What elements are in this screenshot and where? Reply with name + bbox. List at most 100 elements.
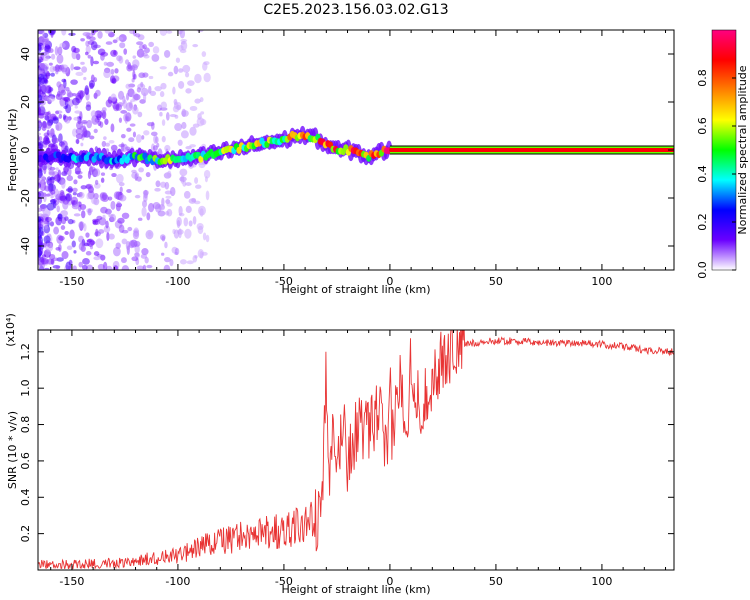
spectrogram-noise-speck xyxy=(73,47,80,54)
spectrogram-noise-speck xyxy=(185,88,192,94)
spectrogram-noise-speck xyxy=(52,117,59,124)
spectrogram-noise-speck xyxy=(183,190,191,199)
spectrogram-noise-speck xyxy=(175,57,181,63)
spectrogram-noise-speck xyxy=(186,260,194,265)
snr-xtick-label: 50 xyxy=(489,575,503,588)
spectrogram-noise-speck xyxy=(64,230,69,235)
spectrogram-noise-speck xyxy=(116,201,121,207)
spectrogram-noise-speck xyxy=(166,30,173,34)
spectrogram-noise-speck xyxy=(78,261,84,268)
spectrogram-noise-speck xyxy=(80,61,85,65)
spectrogram-noise-speck xyxy=(133,73,137,80)
spectrogram-noise-speck xyxy=(55,265,60,270)
spectrogram-noise-speck xyxy=(185,182,192,186)
spectrogram-noise-speck xyxy=(71,97,80,106)
spectrogram-noise-speck xyxy=(60,225,66,230)
spectrogram-noise-speck xyxy=(93,168,101,177)
spectrogram-xtick-label: -100 xyxy=(165,275,190,288)
spectrogram-noise-speck xyxy=(47,96,56,102)
spectrogram-noise-speck xyxy=(80,38,85,42)
spectrogram-noise-speck xyxy=(115,36,124,41)
colorbar-label: Normalized spectral amplitude xyxy=(736,65,749,234)
spectrogram-noise-speck xyxy=(133,93,141,101)
spectrogram-noise-speck xyxy=(67,218,74,225)
spectrogram-noise-speck xyxy=(54,46,59,56)
spectrogram-noise-speck xyxy=(164,241,168,249)
spectrogram-noise-speck xyxy=(62,96,70,101)
spectrogram-noise-speck xyxy=(138,167,144,173)
spectrogram-noise-speck xyxy=(173,229,180,239)
spectrogram-xtick-label: 50 xyxy=(489,275,503,288)
spectrogram-noise-speck xyxy=(101,140,107,148)
spectrogram-noise-speck xyxy=(72,187,78,193)
spectrogram-noise-speck xyxy=(51,137,59,144)
spectrogram-noise-speck xyxy=(205,190,210,201)
spectrogram-noise-speck xyxy=(48,62,53,66)
spectrogram-noise-speck xyxy=(108,214,114,218)
spectrogram-noise-speck xyxy=(43,267,50,270)
spectrogram-noise-speck xyxy=(110,123,115,133)
spectrogram-noise-speck xyxy=(136,41,144,46)
spectrogram-noise-speck xyxy=(117,217,125,224)
spectrogram-noise-speck xyxy=(89,36,96,42)
spectrogram-noise-speck xyxy=(132,131,137,138)
spectrogram-noise-speck xyxy=(85,232,90,238)
spectrogram-noise-speck xyxy=(102,110,107,120)
spectrogram-noise-speck xyxy=(159,91,165,98)
spectrogram-noise-speck xyxy=(44,115,50,121)
spectrogram-noise-speck xyxy=(174,114,179,119)
spectrogram-noise-speck xyxy=(125,59,130,65)
spectrogram-ytick-label: 0 xyxy=(19,147,32,154)
spectrogram-noise-speck xyxy=(118,143,125,148)
spectrogram-noise-speck xyxy=(178,81,185,89)
spectrogram-noise-speck xyxy=(38,58,42,64)
spectrogram-noise-speck xyxy=(38,140,44,151)
spectrogram-noise-speck xyxy=(53,188,60,199)
spectrogram-noise-speck xyxy=(164,181,170,190)
spectrogram-noise-speck xyxy=(141,206,147,217)
spectrogram-noise-speck xyxy=(105,265,113,270)
spectrogram-noise-speck xyxy=(131,256,139,262)
snr-ytick-label: 1.2 xyxy=(19,343,32,361)
spectrogram-noise-speck xyxy=(49,221,55,227)
spectrogram-xtick-label: 0 xyxy=(386,275,393,288)
spectrogram-noise-speck xyxy=(148,41,155,48)
spectrogram-noise-speck xyxy=(159,111,163,117)
spectrogram-noise-speck xyxy=(41,30,45,39)
spectrogram-noise-speck xyxy=(103,69,111,79)
spectrogram-noise-speck xyxy=(103,136,107,140)
spectrogram-noise-speck xyxy=(135,33,141,38)
spectrogram-ytick-label: -20 xyxy=(19,189,32,207)
spectrogram-noise-speck xyxy=(111,78,117,84)
spectrogram-noise-speck xyxy=(112,39,118,44)
spectrogram-noise-speck xyxy=(159,66,167,70)
spectrogram-noise-speck xyxy=(132,106,139,115)
spectrogram-noise-speck xyxy=(105,41,113,45)
spectrogram-noise-speck xyxy=(104,30,113,34)
spectrogram-noise-speck xyxy=(92,60,100,65)
spectrogram-noise-speck xyxy=(128,137,135,143)
spectrogram-noise-speck xyxy=(80,142,84,147)
spectrogram-noise-speck xyxy=(131,171,140,179)
spectrogram-noise-speck xyxy=(187,80,195,86)
spectrogram-xtick-label: -150 xyxy=(59,275,84,288)
spectrogram-xlabel: Height of straight line (km) xyxy=(281,283,430,296)
spectrogram-noise-speck xyxy=(116,55,122,62)
spectrogram-noise-speck xyxy=(48,171,56,176)
spectrogram-noise-speck xyxy=(103,261,108,270)
spectrogram-noise-speck xyxy=(83,76,87,81)
colorbar: 0.0 0.2 0.4 0.6 0.8 Normalized spectral ampl… xyxy=(696,29,749,279)
spectrogram-noise-speck xyxy=(121,238,128,245)
spectrogram-noise-speck xyxy=(204,176,208,183)
spectrogram-noise-speck xyxy=(58,235,65,241)
spectrogram-noise-speck xyxy=(38,169,43,179)
spectrogram-noise-speck xyxy=(73,116,80,121)
spectrogram-noise-speck xyxy=(205,234,210,243)
spectrogram-noise-speck xyxy=(128,101,133,109)
spectrogram-noise-speck xyxy=(197,225,204,235)
spectrogram-noise-speck xyxy=(111,173,117,178)
spectrogram-noise-speck xyxy=(73,66,81,71)
spectrogram-noise-speck xyxy=(131,169,137,174)
spectrogram-noise-speck xyxy=(87,54,92,59)
spectrogram-noise-speck xyxy=(121,265,130,270)
